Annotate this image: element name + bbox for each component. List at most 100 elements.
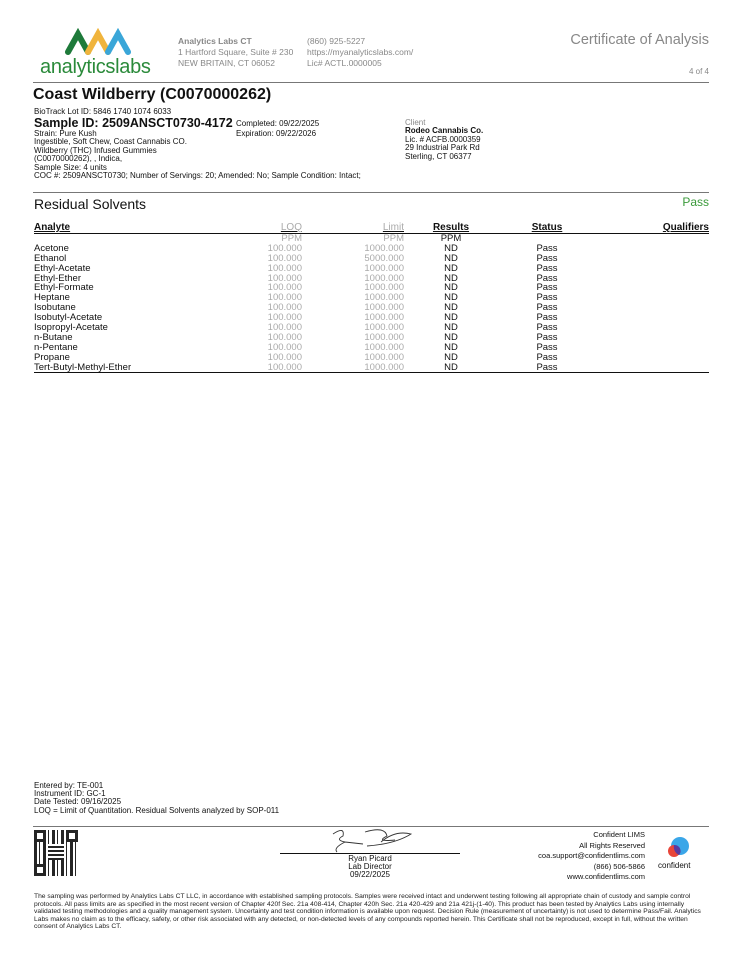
unit-loq: PPM	[281, 233, 302, 244]
cell-result: ND	[444, 272, 458, 284]
cell-qualifier	[596, 274, 709, 284]
qr-code-icon[interactable]	[34, 830, 78, 876]
cell-limit: 1000.000	[364, 361, 404, 373]
cell-limit: 1000.000	[364, 272, 404, 284]
cell-analyte: Tert-Butyl-Methyl-Ether	[34, 361, 132, 373]
cell-result: ND	[444, 361, 458, 373]
header-qualifiers: Qualifiers	[662, 222, 709, 233]
cell-result: ND	[444, 322, 458, 334]
lims-email[interactable]: coa.support@confidentlims.com	[538, 851, 645, 860]
client-address-1: 29 Industrial Park Rd	[405, 143, 480, 153]
cell-analyte: Ethyl-Acetate	[34, 262, 91, 274]
section-title: Residual Solvents	[34, 196, 147, 212]
product-description-1: Ingestible, Soft Chew, Coast Cannabis CO…	[34, 137, 187, 147]
product-description-2: Wildberry (THC) Infused Gummies	[34, 145, 157, 155]
table-row: Acetone 100.000 1000.000 ND Pass	[34, 242, 709, 254]
unit-limit: PPM	[383, 233, 404, 244]
cell-analyte: Isobutyl-Acetate	[34, 312, 103, 324]
cell-qualifier	[596, 244, 709, 254]
table-row: Ethyl-Acetate 100.000 1000.000 ND Pass	[34, 262, 709, 274]
units-row: PPM PPM PPM	[34, 234, 709, 244]
cell-result: ND	[444, 282, 458, 294]
header-loq: LOQ	[280, 222, 302, 233]
signature-line	[280, 853, 460, 854]
client-name: Rodeo Cannabis Co.	[405, 126, 484, 136]
product-description-3: (C0070000262), , Indica,	[34, 154, 123, 164]
cell-result: ND	[444, 351, 458, 363]
page-number: 4 of 4	[688, 67, 709, 76]
cell-limit: 1000.000	[364, 302, 404, 314]
cell-loq: 100.000	[267, 341, 302, 353]
table-row: Propane 100.000 1000.000 ND Pass	[34, 351, 709, 363]
cell-status: Pass	[536, 262, 558, 274]
cell-loq: 100.000	[267, 282, 302, 294]
header-status: Status	[531, 222, 563, 233]
table-row: Isopropyl-Acetate 100.000 1000.000 ND Pass	[34, 323, 709, 333]
cell-result: ND	[444, 242, 458, 254]
cell-loq: 100.000	[267, 361, 302, 373]
sample-size: Sample Size: 4 units	[34, 162, 107, 172]
header-divider	[33, 82, 709, 83]
signature-date: 09/22/2025	[349, 870, 391, 879]
cell-limit: 1000.000	[364, 292, 404, 304]
cell-status: Pass	[536, 272, 558, 284]
company-website[interactable]: https://myanalyticslabs.com/	[307, 47, 414, 57]
company-phone: (860) 925-5227	[307, 36, 366, 46]
client-address-2: Sterling, CT 06377	[405, 151, 472, 161]
coc-info: COC #: 2509ANSCT0730; Number of Servings…	[34, 171, 361, 181]
cell-status: Pass	[536, 361, 558, 373]
cell-status: Pass	[536, 322, 558, 334]
logo-mark-icon	[65, 28, 131, 55]
table-row: Isobutane 100.000 1000.000 ND Pass	[34, 303, 709, 313]
section-divider	[33, 192, 709, 193]
results-table: Analyte LOQ Limit Results Status Qualifi…	[34, 222, 709, 374]
cell-limit: 1000.000	[364, 242, 404, 254]
cell-qualifier	[596, 254, 709, 264]
cell-loq: 100.000	[267, 312, 302, 324]
cell-qualifier	[596, 333, 709, 343]
cell-loq: 100.000	[267, 351, 302, 363]
date-tested: Date Tested: 09/16/2025	[34, 797, 122, 807]
lims-website[interactable]: www.confidentlims.com	[567, 872, 645, 881]
section-status: Pass	[682, 195, 709, 209]
table-row: Tert-Butyl-Methyl-Ether 100.000 1000.000 ND…	[34, 361, 709, 373]
table-header: Analyte LOQ Limit Results Status Qualifi…	[34, 222, 709, 234]
confident-logo-text: confident	[658, 861, 691, 870]
client-label: Client	[405, 118, 426, 127]
cell-analyte: n-Pentane	[34, 341, 78, 353]
table-row: Isobutyl-Acetate 100.000 1000.000 ND Pass	[34, 313, 709, 323]
logo-text: analyticslabs	[40, 56, 151, 78]
cell-limit: 1000.000	[364, 282, 404, 294]
cell-analyte: Ethanol	[34, 252, 67, 264]
cell-status: Pass	[536, 331, 558, 343]
cell-qualifier	[596, 363, 709, 373]
cell-qualifier	[596, 313, 709, 323]
lims-name: Confident LIMS	[593, 830, 645, 839]
cell-loq: 100.000	[267, 252, 302, 264]
cell-result: ND	[444, 302, 458, 314]
cell-analyte: Ethyl-Formate	[34, 282, 94, 294]
cell-status: Pass	[536, 242, 558, 254]
cell-limit: 1000.000	[364, 341, 404, 353]
cell-result: ND	[444, 262, 458, 274]
table-row: Ethanol 100.000 5000.000 ND Pass	[34, 252, 709, 264]
sample-id: Sample ID: 2509ANSCT0730-4172	[34, 116, 233, 130]
cell-analyte: Heptane	[34, 292, 70, 304]
company-name: Analytics Labs CT	[178, 36, 252, 46]
company-address-2: NEW BRITAIN, CT 06052	[178, 58, 275, 68]
cell-loq: 100.000	[267, 322, 302, 334]
cell-result: ND	[444, 341, 458, 353]
cell-loq: 100.000	[267, 331, 302, 343]
cell-limit: 1000.000	[364, 262, 404, 274]
cell-limit: 1000.000	[364, 312, 404, 324]
cell-result: ND	[444, 252, 458, 264]
lims-rights: All Rights Reserved	[579, 840, 645, 850]
cell-status: Pass	[536, 341, 558, 353]
cell-loq: 100.000	[267, 262, 302, 274]
unit-results: PPM	[440, 233, 462, 244]
biotrack-lot-id: BioTrack Lot ID: 5846 1740 1074 6033	[34, 107, 172, 116]
table-row: Heptane 100.000 1000.000 ND Pass	[34, 293, 709, 303]
cell-analyte: n-Butane	[34, 331, 73, 343]
confident-logo-icon	[668, 837, 689, 857]
cell-qualifier	[596, 283, 709, 293]
